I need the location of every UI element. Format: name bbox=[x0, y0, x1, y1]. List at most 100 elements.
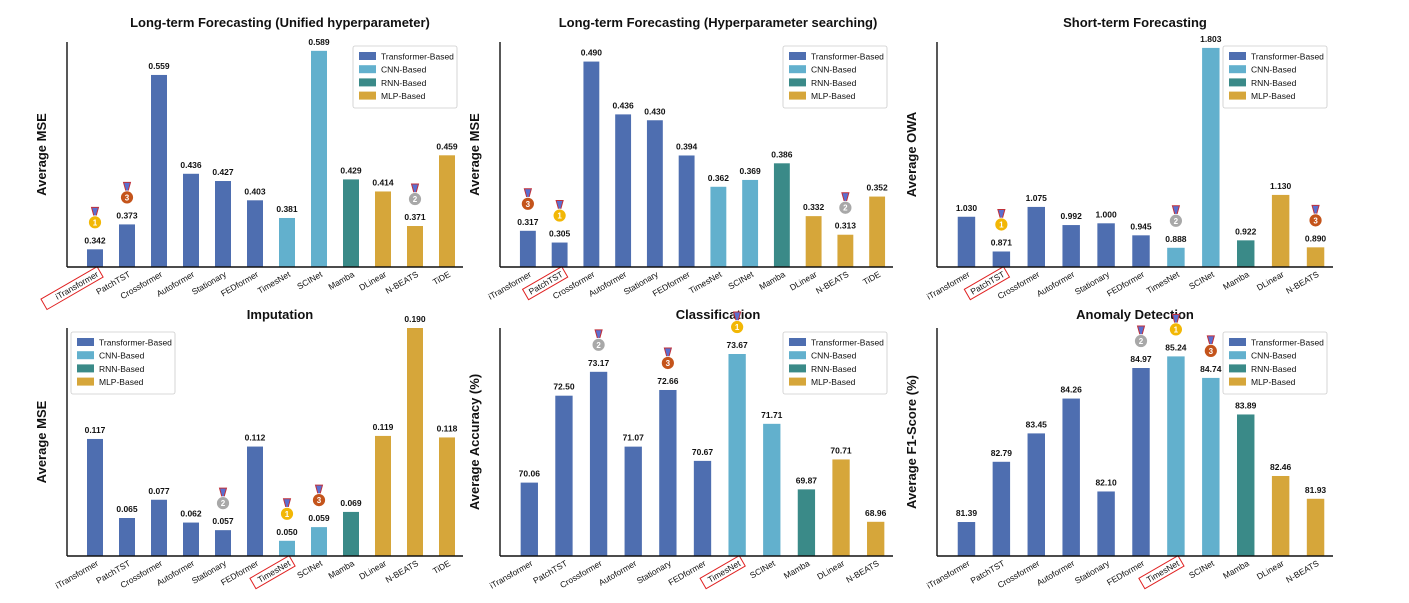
medal-ribbon bbox=[1171, 313, 1181, 324]
bar-itransformer bbox=[87, 249, 103, 267]
bar-timesnet bbox=[1167, 356, 1185, 556]
bar-stationary bbox=[215, 181, 231, 267]
data-label: 81.39 bbox=[956, 508, 978, 518]
bar-stationary bbox=[646, 120, 663, 268]
chart-title: Imputation bbox=[247, 307, 313, 322]
legend-swatch bbox=[789, 338, 806, 346]
highlight-box bbox=[249, 555, 296, 590]
y-axis-label: Average MSE bbox=[34, 113, 49, 196]
data-label: 0.077 bbox=[148, 486, 170, 496]
medal-disc bbox=[1169, 322, 1183, 337]
bar-timesnet bbox=[1167, 247, 1185, 267]
chart-panel-1: Long-term Forecasting (Unified hyperpara… bbox=[34, 15, 463, 311]
legend-entry: MLP-Based bbox=[1251, 91, 1296, 101]
x-tick-label: Mamba bbox=[326, 269, 356, 292]
chart-title: Long-term Forecasting (Hyperparameter se… bbox=[559, 15, 878, 30]
chart-panel-5: Classification Average Accuracy (%) 70.06 i… bbox=[467, 307, 893, 591]
data-label: 0.888 bbox=[1165, 234, 1187, 244]
bar-itransformer bbox=[520, 482, 538, 556]
medal-disc bbox=[88, 215, 102, 230]
bar-autoformer bbox=[1062, 225, 1080, 267]
bar-autoformer bbox=[624, 446, 642, 556]
legend-entry: MLP-Based bbox=[99, 377, 144, 387]
medal-disc bbox=[838, 200, 853, 215]
data-label: 0.190 bbox=[404, 314, 426, 324]
medal-rank: 2 bbox=[843, 204, 848, 213]
y-axis-label: Average OWA bbox=[904, 111, 919, 197]
x-tick-label: Autoformer bbox=[1035, 269, 1077, 299]
bar-fedformer bbox=[1132, 235, 1150, 267]
bar-patchtst bbox=[119, 518, 135, 556]
bar-autoformer bbox=[183, 522, 199, 556]
x-tick-label: TiDE bbox=[431, 558, 452, 576]
legend-entry: MLP-Based bbox=[381, 91, 426, 101]
medal-rank: 1 bbox=[285, 510, 290, 519]
medal-ribbon bbox=[1206, 335, 1215, 346]
data-label: 0.890 bbox=[1305, 233, 1327, 243]
legend-entry: Transformer-Based bbox=[381, 52, 454, 62]
medal-disc bbox=[280, 506, 294, 521]
legend-swatch bbox=[359, 52, 376, 60]
legend-swatch bbox=[359, 91, 376, 100]
bar-fedformer bbox=[693, 460, 712, 556]
legend-swatch bbox=[789, 78, 806, 87]
x-tick-label: iTransformer bbox=[54, 269, 101, 302]
data-label: 0.117 bbox=[85, 425, 106, 435]
medal-disc bbox=[1203, 344, 1218, 358]
x-tick-label: TimesNet bbox=[687, 269, 724, 296]
data-label: 0.332 bbox=[803, 202, 825, 212]
legend-entry: CNN-Based bbox=[381, 65, 427, 75]
medal-1-icon: 1 bbox=[280, 498, 294, 521]
chart-panel-6: Anomaly Detection Average F1-Score (%) 81.… bbox=[904, 307, 1333, 591]
bar-crossformer bbox=[1027, 433, 1045, 556]
legend-entry: Transformer-Based bbox=[811, 338, 884, 348]
medal-3-icon: 3 bbox=[660, 347, 675, 370]
data-label: 0.430 bbox=[644, 106, 666, 116]
bar-scinet bbox=[311, 527, 327, 556]
x-tick-label: SCINet bbox=[1187, 558, 1216, 581]
medal-1-icon: 1 bbox=[1169, 313, 1183, 337]
medal-rank: 2 bbox=[413, 195, 418, 204]
data-label: 70.71 bbox=[830, 445, 852, 455]
bar-mamba bbox=[773, 163, 790, 267]
data-label: 0.414 bbox=[372, 177, 394, 187]
data-label: 71.71 bbox=[761, 410, 783, 420]
x-tick-label: N-BEATS bbox=[384, 558, 421, 585]
bar-autoformer bbox=[615, 114, 632, 268]
x-tick-label: iTransformer bbox=[486, 269, 533, 302]
data-label: 84.97 bbox=[1130, 354, 1152, 364]
legend-entry: RNN-Based bbox=[811, 364, 857, 374]
medal-ribbon bbox=[1136, 325, 1146, 336]
medal-ribbon bbox=[282, 498, 292, 509]
x-tick-label: iTransformer bbox=[925, 558, 972, 591]
legend-swatch bbox=[359, 78, 376, 87]
bar-mamba bbox=[1237, 414, 1255, 556]
data-label: 0.871 bbox=[991, 237, 1013, 247]
legend-entry: Transformer-Based bbox=[811, 52, 884, 62]
medal-ribbon bbox=[663, 347, 673, 358]
y-axis-label: Average F1-Score (%) bbox=[904, 375, 919, 509]
medal-2-icon: 2 bbox=[838, 192, 853, 215]
data-label: 70.67 bbox=[692, 447, 714, 457]
medal-ribbon bbox=[997, 208, 1006, 219]
data-label: 70.06 bbox=[519, 469, 541, 479]
bar-itransformer bbox=[87, 438, 103, 556]
medal-rank: 3 bbox=[1313, 216, 1318, 225]
legend-swatch bbox=[1229, 364, 1246, 373]
data-label: 0.992 bbox=[1061, 211, 1083, 221]
bar-patchtst bbox=[119, 224, 135, 267]
medal-disc bbox=[660, 356, 675, 370]
legend-entry: CNN-Based bbox=[1251, 65, 1297, 75]
legend-entry: CNN-Based bbox=[811, 351, 857, 361]
medal-rank: 1 bbox=[93, 218, 98, 227]
x-tick-label: Autoformer bbox=[597, 558, 639, 588]
medal-2-icon: 2 bbox=[1134, 325, 1148, 348]
data-label: 81.93 bbox=[1305, 485, 1327, 495]
legend-swatch bbox=[789, 91, 806, 100]
bar-dlinear bbox=[832, 459, 850, 556]
legend: Transformer-Based CNN-Based RNN-Based MLP-B… bbox=[782, 331, 888, 395]
legend-entry: CNN-Based bbox=[811, 65, 857, 75]
x-tick-label: Mamba bbox=[757, 269, 787, 292]
bar-stationary bbox=[659, 389, 677, 556]
x-tick-label: SCINet bbox=[748, 558, 777, 581]
